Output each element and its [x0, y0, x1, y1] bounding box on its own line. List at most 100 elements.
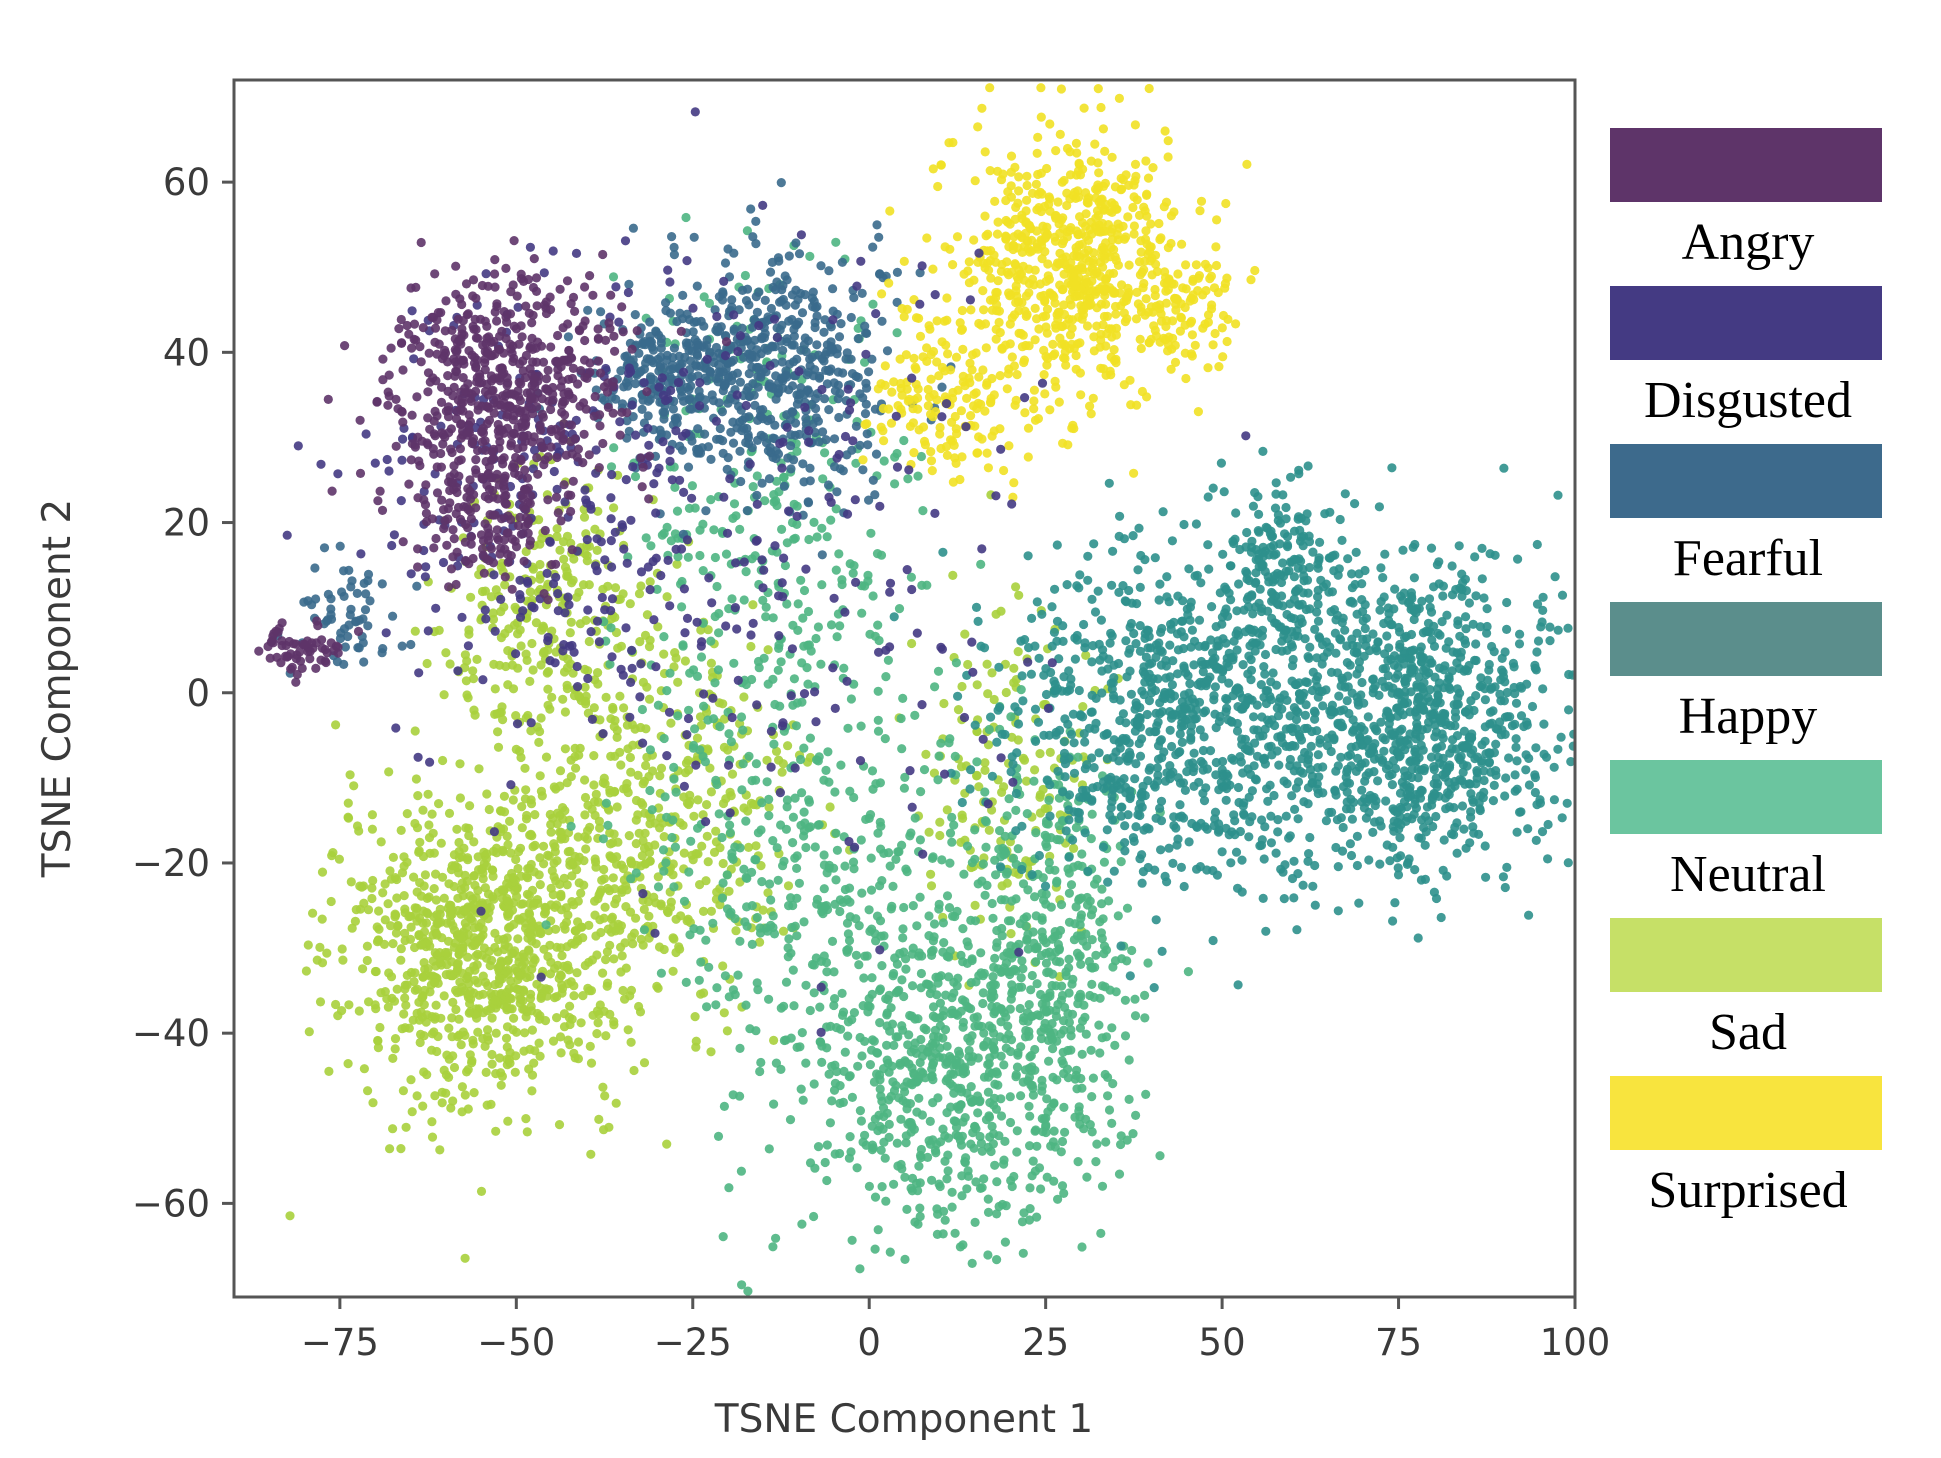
scatter-point: [938, 1124, 948, 1134]
scatter-point: [843, 1017, 854, 1027]
scatter-point: [556, 891, 566, 901]
scatter-point: [1122, 903, 1133, 913]
scatter-point: [626, 1037, 636, 1047]
scatter-point: [897, 744, 907, 754]
scatter-point: [1013, 647, 1023, 657]
scatter-point: [1317, 686, 1327, 697]
scatter-point: [458, 947, 468, 957]
scatter-point: [441, 1088, 451, 1098]
scatter-point: [1480, 736, 1490, 746]
scatter-point: [792, 851, 802, 861]
scatter-point: [1094, 1020, 1104, 1030]
scatter-point: [937, 855, 947, 865]
scatter-point: [763, 679, 773, 689]
scatter-point: [522, 810, 532, 821]
scatter-point: [535, 726, 545, 737]
scatter-point: [970, 1217, 980, 1227]
scatter-point: [1044, 795, 1054, 805]
scatter-point: [978, 971, 988, 981]
scatter-point: [724, 992, 734, 1002]
scatter-point: [885, 1247, 895, 1257]
scatter-point: [647, 805, 657, 815]
scatter-point: [1028, 1083, 1038, 1093]
scatter-point: [591, 862, 601, 872]
scatter-point: [407, 1107, 417, 1117]
scatter-point: [805, 1005, 815, 1016]
scatter-point: [1142, 709, 1152, 720]
scatter-point: [586, 1058, 597, 1068]
scatter-point: [1046, 667, 1056, 678]
scatter-point: [1075, 1023, 1085, 1033]
scatter-point: [718, 798, 729, 809]
scatter-point: [1115, 511, 1125, 521]
scatter-point: [760, 496, 770, 506]
scatter-point: [1005, 1117, 1016, 1128]
scatter-point: [799, 641, 809, 651]
scatter-point: [962, 1184, 972, 1194]
scatter-point: [880, 1153, 890, 1163]
scatter-point: [522, 1127, 532, 1137]
scatter-point: [1012, 748, 1022, 758]
scatter-point: [718, 878, 728, 888]
scatter-point: [963, 659, 973, 670]
scatter-point: [304, 1027, 314, 1037]
scatter-point: [566, 821, 576, 832]
scatter-point: [560, 707, 571, 717]
scatter-point: [1461, 624, 1471, 634]
scatter-point: [589, 703, 599, 713]
scatter-point: [913, 1014, 923, 1024]
scatter-point: [488, 892, 498, 902]
scatter-point: [499, 791, 509, 801]
scatter-point: [863, 1001, 873, 1011]
scatter-point: [444, 879, 454, 889]
scatter-point: [992, 1255, 1002, 1265]
scatter-point: [1104, 478, 1114, 488]
scatter-point: [962, 937, 972, 947]
scatter-point: [1110, 1040, 1120, 1050]
scatter-point: [1002, 948, 1012, 958]
scatter-point: [980, 787, 990, 797]
scatter-point: [752, 978, 762, 988]
scatter-point: [844, 1153, 855, 1163]
scatter-point: [525, 1044, 535, 1054]
scatter-point: [1234, 579, 1244, 589]
scatter-point: [1011, 1072, 1021, 1082]
scatter-point: [878, 1124, 888, 1134]
scatter-point: [1056, 1029, 1066, 1039]
scatter-point: [1063, 1073, 1073, 1083]
scatter-point: [994, 844, 1004, 854]
scatter-point: [1083, 575, 1093, 585]
scatter-point: [401, 1122, 411, 1132]
scatter-point: [973, 616, 983, 627]
scatter-point: [645, 577, 655, 587]
scatter-point: [504, 1055, 514, 1065]
scatter-point: [626, 767, 636, 777]
scatter-point: [679, 848, 689, 858]
scatter-point: [840, 1047, 850, 1057]
scatter-point: [400, 984, 410, 994]
scatter-point: [493, 742, 504, 752]
scatter-point: [600, 902, 610, 912]
scatter-point: [981, 842, 991, 852]
scatter-point: [939, 938, 949, 948]
scatter-point: [813, 1142, 824, 1152]
scatter-point: [1208, 866, 1218, 876]
scatter-point: [498, 824, 509, 834]
scatter-point: [454, 868, 464, 878]
scatter-point: [823, 747, 833, 757]
scatter-point: [1090, 607, 1101, 617]
scatter-point: [881, 672, 891, 682]
scatter-point: [546, 883, 556, 893]
scatter-point: [1197, 660, 1208, 670]
scatter-point: [1094, 748, 1104, 758]
scatter-point: [1426, 752, 1437, 762]
scatter-point: [1124, 1055, 1134, 1065]
scatter-point: [428, 956, 438, 966]
scatter-point: [1293, 814, 1303, 824]
scatter-point: [801, 1058, 811, 1068]
scatter-point: [363, 1086, 373, 1096]
scatter-point: [635, 637, 645, 647]
scatter-point: [659, 832, 669, 842]
scatter-point: [579, 512, 590, 522]
scatter-point: [692, 671, 703, 682]
